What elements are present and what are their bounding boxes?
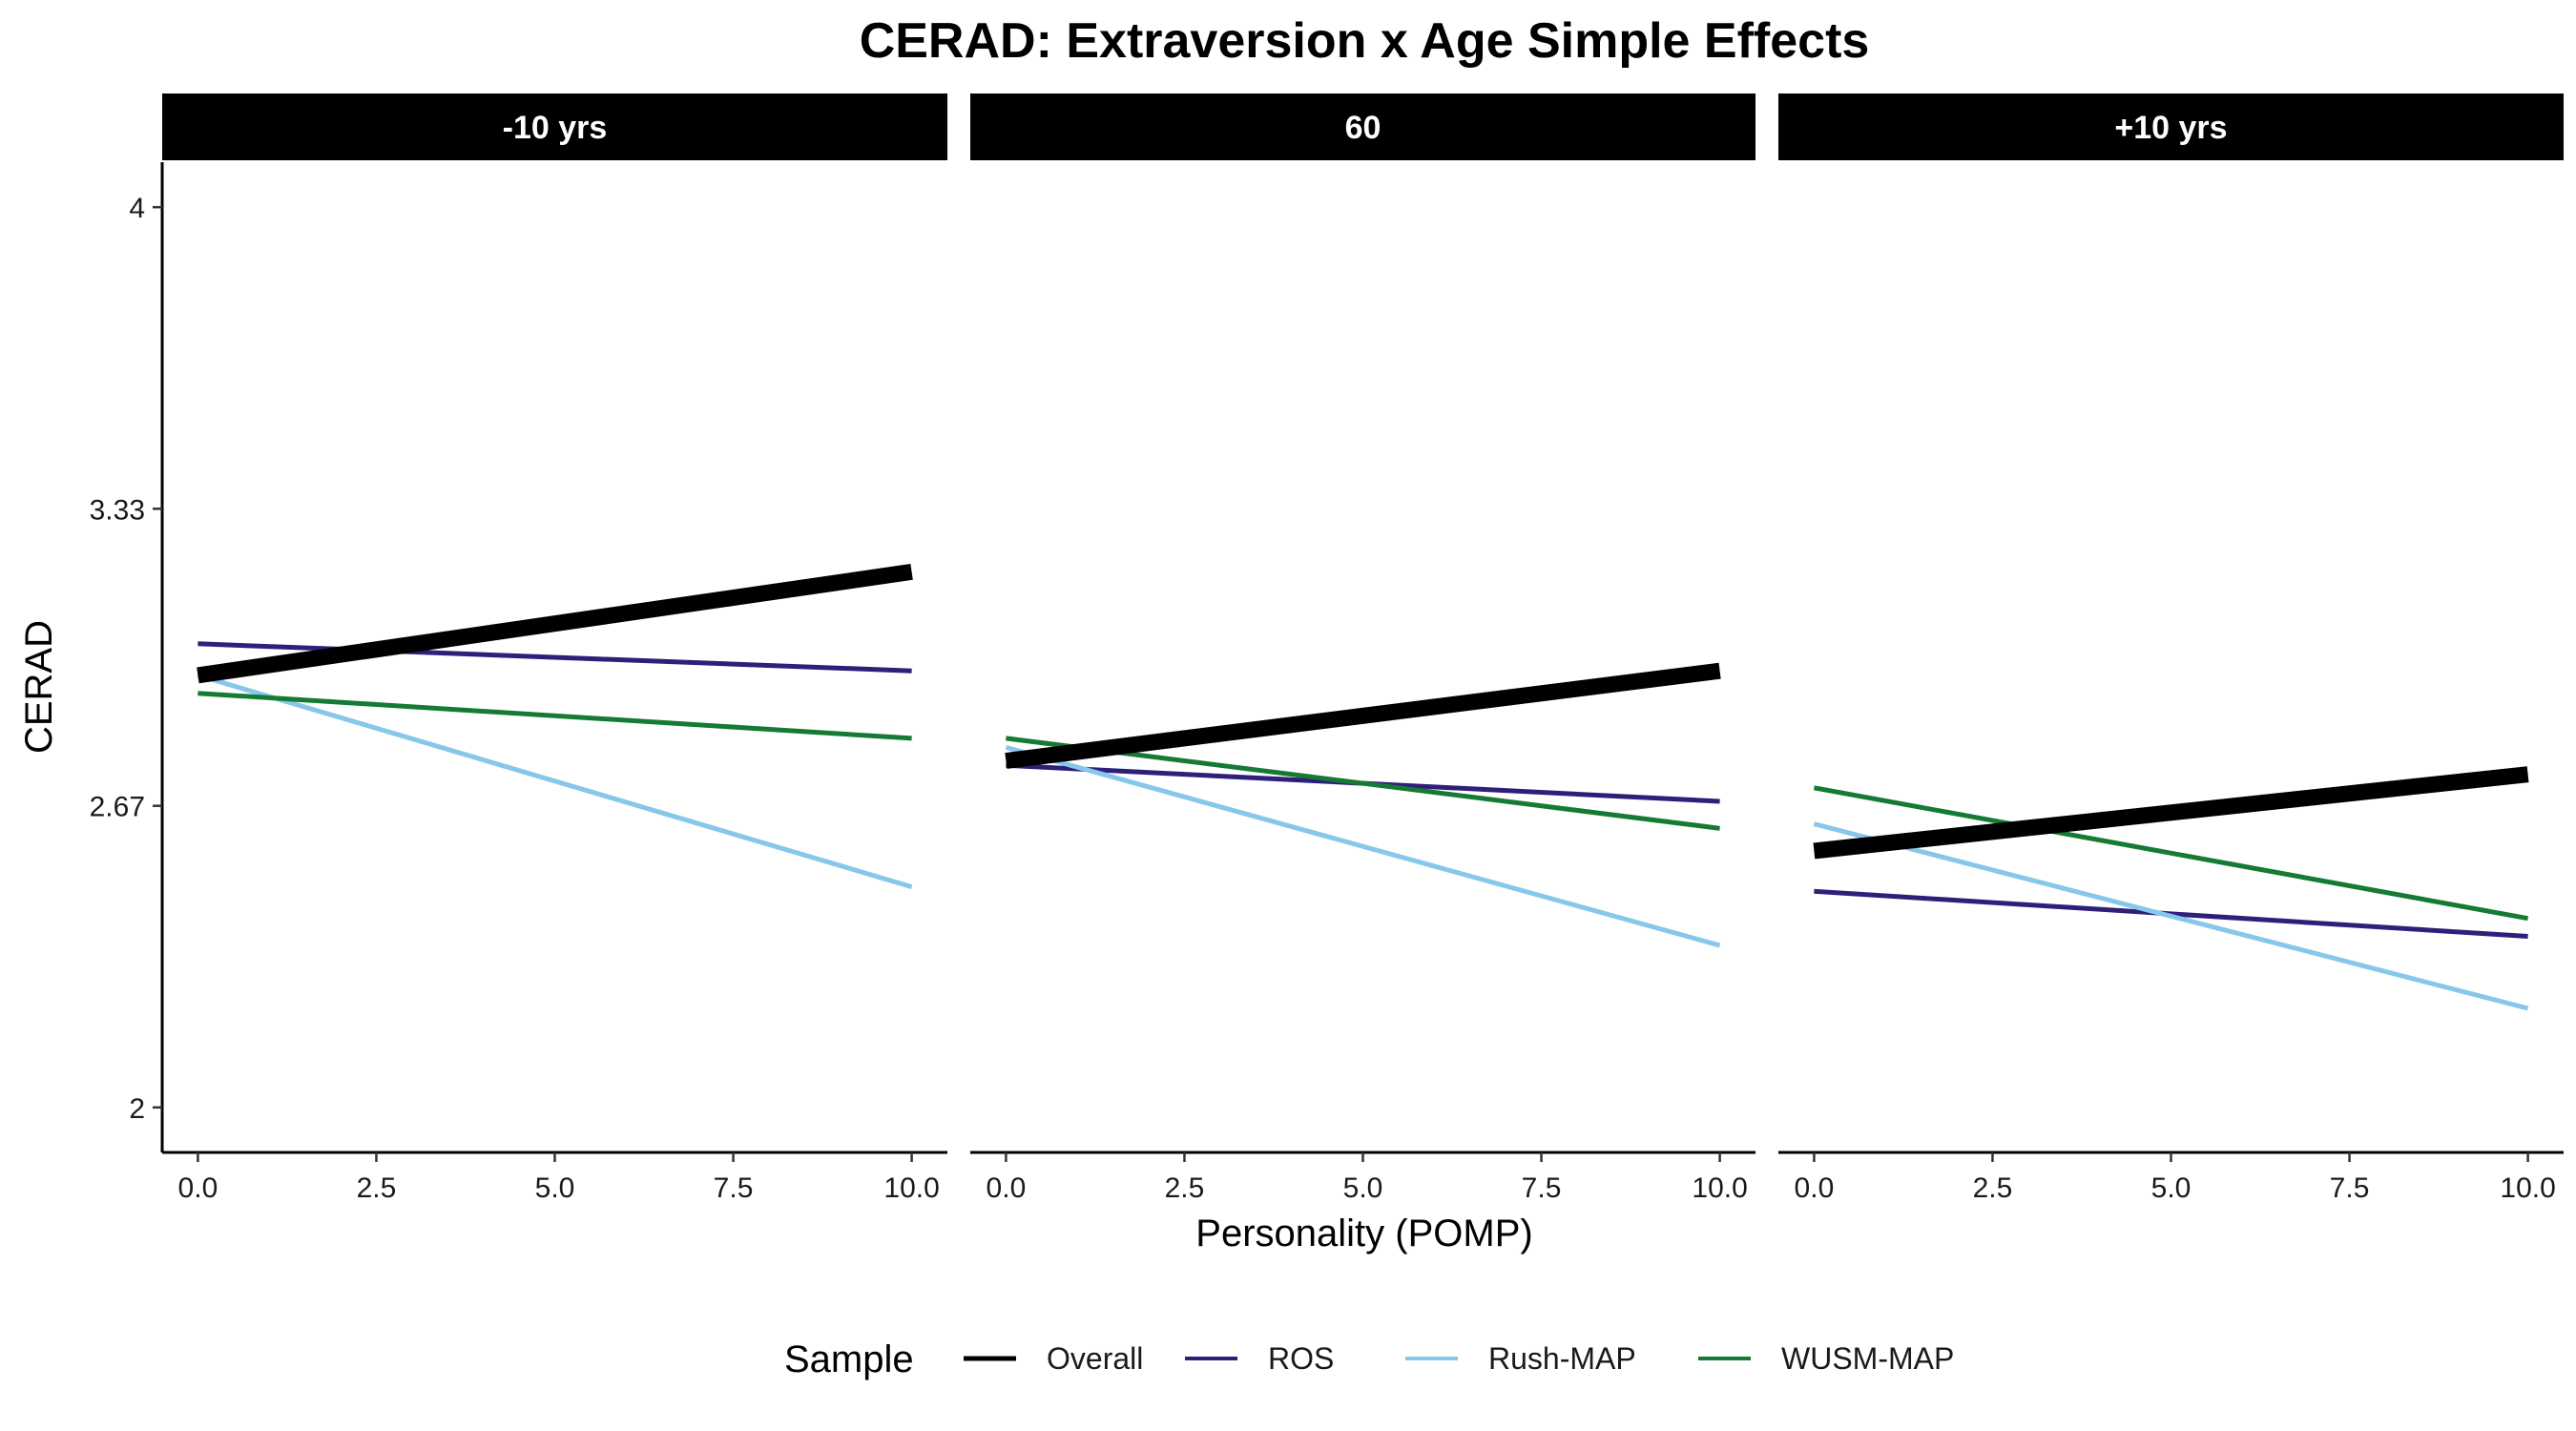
y-tick-label: 2	[129, 1093, 145, 1125]
facet-strip	[970, 93, 1755, 160]
legend-label: ROS	[1268, 1341, 1334, 1376]
y-tick-label: 4	[129, 193, 145, 224]
facet-strip-label: +10 yrs	[2114, 110, 2227, 146]
chart-title: CERAD: Extraversion x Age Simple Effects	[860, 13, 1870, 69]
x-tick-label: 0.0	[1795, 1172, 1835, 1204]
panel-2: 60 0.0 2.5 5.0 7.5 10.0	[970, 93, 1755, 1204]
facet-strip-label: -10 yrs	[503, 110, 608, 146]
series-line-overall	[1005, 662, 1721, 769]
y-axis-title: CERAD	[18, 620, 60, 754]
facet-strip	[1778, 93, 2564, 160]
legend-label: Rush-MAP	[1488, 1341, 1636, 1376]
x-tick-label: 0.0	[178, 1172, 218, 1204]
facet-strip	[162, 93, 947, 160]
legend-item-overall: Overall	[964, 1341, 1143, 1376]
panel-3: +10 yrs 0.0 2.5 5.0 7.5 10.0	[1778, 93, 2564, 1204]
facet-strip-label: 60	[1345, 110, 1381, 146]
panels: -10 yrs 0.0 2.5 5.0 7.5 10.0 60 0.0 2.5 5.0 7.5 10.…	[162, 93, 2564, 1204]
series-line-wusm-map	[1813, 785, 2529, 922]
legend-item-wusm-map: WUSM-MAP	[1698, 1341, 1954, 1376]
series-line-rush-map	[1813, 821, 2529, 1011]
series-line-ros	[197, 641, 912, 674]
x-tick-label: 0.0	[987, 1172, 1027, 1204]
x-tick-label: 2.5	[357, 1172, 397, 1204]
legend-items: Overall ROS Rush-MAP WUSM-MAP	[964, 1341, 1954, 1376]
series-line-wusm-map	[197, 691, 912, 741]
x-tick-label: 7.5	[1522, 1172, 1562, 1204]
x-tick-label: 7.5	[714, 1172, 754, 1204]
x-tick-label: 5.0	[535, 1172, 575, 1204]
legend-label: Overall	[1047, 1341, 1143, 1376]
series-line-overall	[1813, 766, 2529, 860]
x-tick-label: 10.0	[1692, 1172, 1747, 1204]
y-tick-label: 2.67	[90, 792, 145, 823]
legend-item-rush-map: Rush-MAP	[1405, 1341, 1636, 1376]
legend-item-ros: ROS	[1185, 1341, 1334, 1376]
series-line-rush-map	[197, 673, 913, 889]
x-tick-label: 10.0	[2500, 1172, 2555, 1204]
legend-label: WUSM-MAP	[1781, 1341, 1954, 1376]
panel-1: -10 yrs 0.0 2.5 5.0 7.5 10.0	[162, 93, 947, 1204]
x-tick-label: 2.5	[1973, 1172, 2013, 1204]
y-axis: 2 2.67 3.33 4	[90, 162, 164, 1152]
series-line-overall	[197, 563, 913, 684]
x-tick-label: 10.0	[883, 1172, 939, 1204]
x-tick-label: 7.5	[2330, 1172, 2370, 1204]
x-axis-title: Personality (POMP)	[1195, 1213, 1532, 1255]
x-tick-label: 5.0	[1343, 1172, 1383, 1204]
legend: Sample Overall ROS Rush-MAP WUSM-MAP	[784, 1338, 1954, 1380]
x-tick-label: 5.0	[2151, 1172, 2192, 1204]
y-tick-label: 3.33	[90, 494, 145, 526]
series-line-rush-map	[1005, 744, 1721, 948]
x-tick-label: 2.5	[1165, 1172, 1205, 1204]
legend-title: Sample	[784, 1338, 914, 1380]
